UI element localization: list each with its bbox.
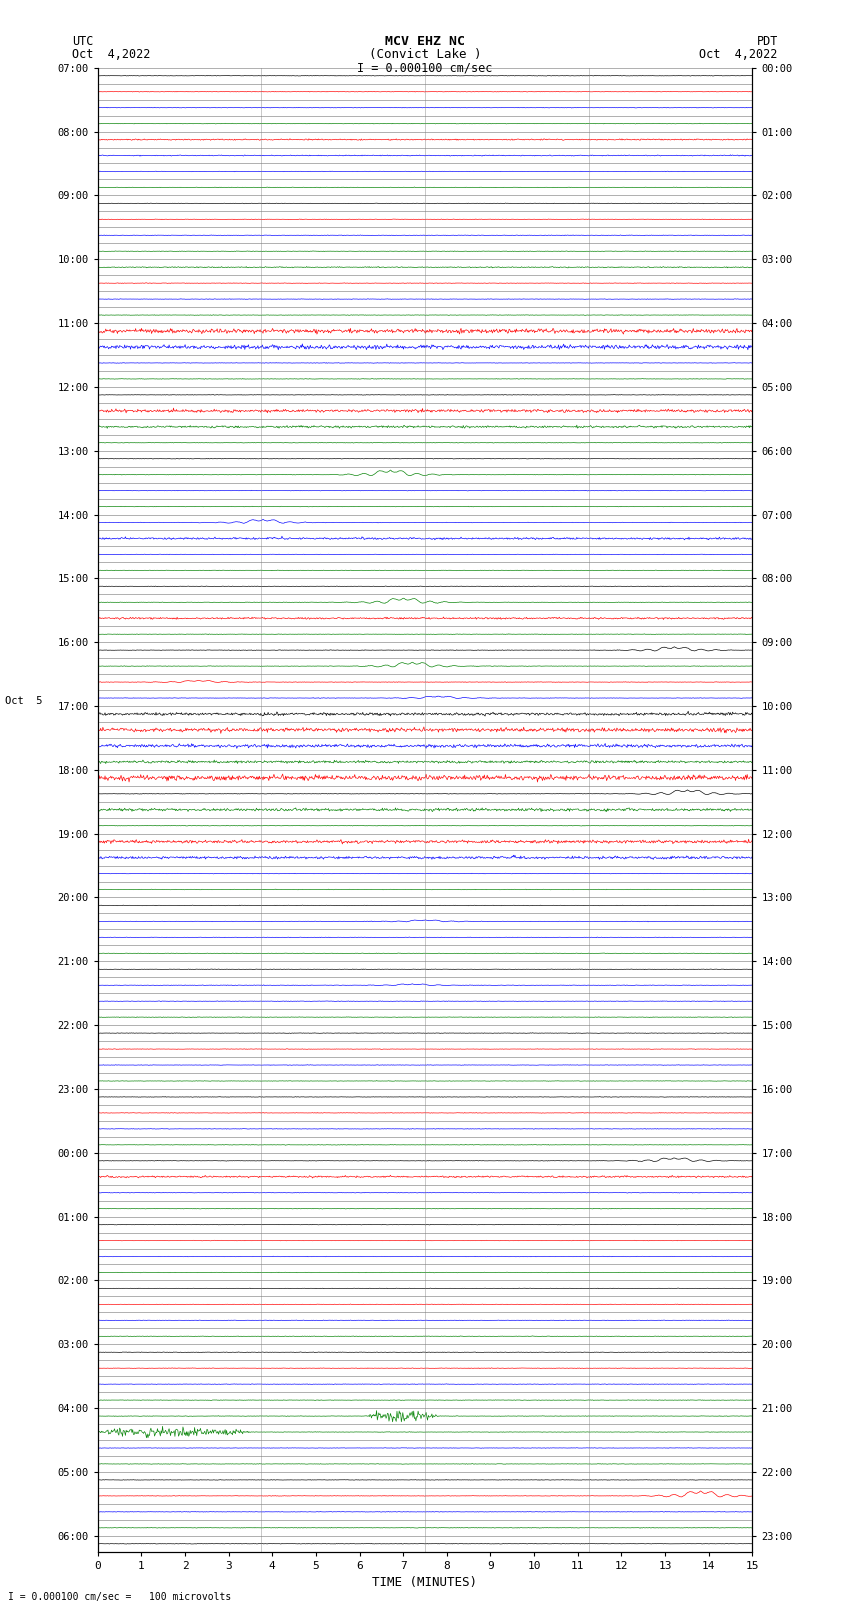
Text: PDT: PDT — [756, 35, 778, 48]
Text: I = 0.000100 cm/sec =   100 microvolts: I = 0.000100 cm/sec = 100 microvolts — [8, 1592, 232, 1602]
Text: Oct  4,2022: Oct 4,2022 — [72, 48, 150, 61]
Text: Oct  4,2022: Oct 4,2022 — [700, 48, 778, 61]
Text: Oct  5: Oct 5 — [4, 695, 43, 706]
Text: UTC: UTC — [72, 35, 94, 48]
Text: MCV EHZ NC: MCV EHZ NC — [385, 35, 465, 48]
X-axis label: TIME (MINUTES): TIME (MINUTES) — [372, 1576, 478, 1589]
Text: I = 0.000100 cm/sec: I = 0.000100 cm/sec — [357, 61, 493, 74]
Text: (Convict Lake ): (Convict Lake ) — [369, 48, 481, 61]
